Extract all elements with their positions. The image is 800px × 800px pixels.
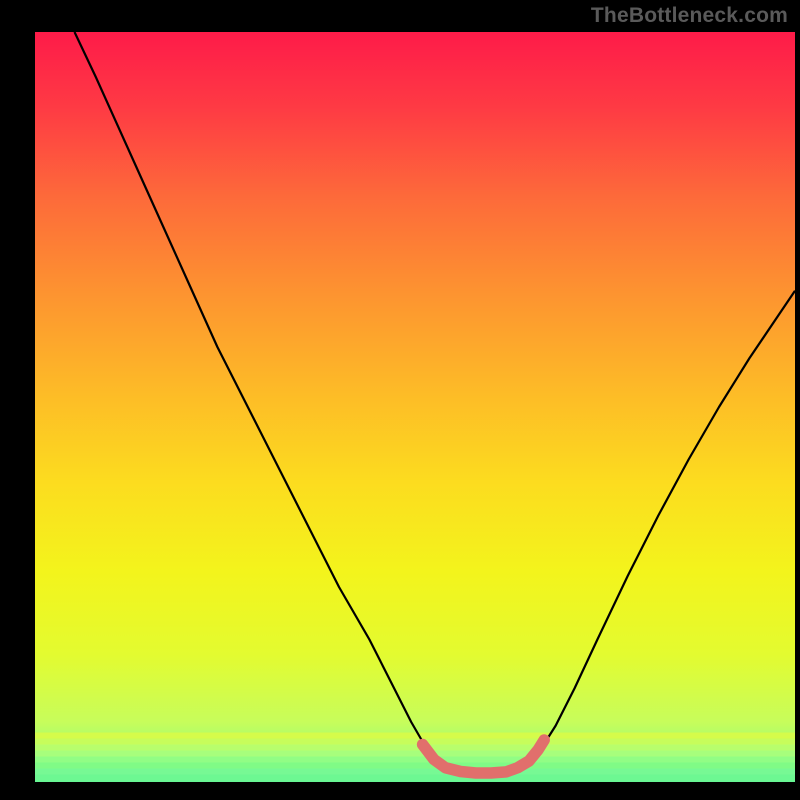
- green-stripe: [35, 775, 795, 781]
- plot-area: [35, 32, 795, 782]
- green-stripe: [35, 757, 795, 763]
- chart-container: TheBottleneck.com: [0, 0, 800, 800]
- green-stripe: [35, 763, 795, 769]
- green-stripe: [35, 733, 795, 739]
- green-stripe: [35, 745, 795, 751]
- green-stripe: [35, 769, 795, 775]
- green-stripe: [35, 739, 795, 745]
- green-stripe: [35, 751, 795, 757]
- green-stripe: [35, 781, 795, 783]
- bottleneck-chart: [0, 0, 800, 800]
